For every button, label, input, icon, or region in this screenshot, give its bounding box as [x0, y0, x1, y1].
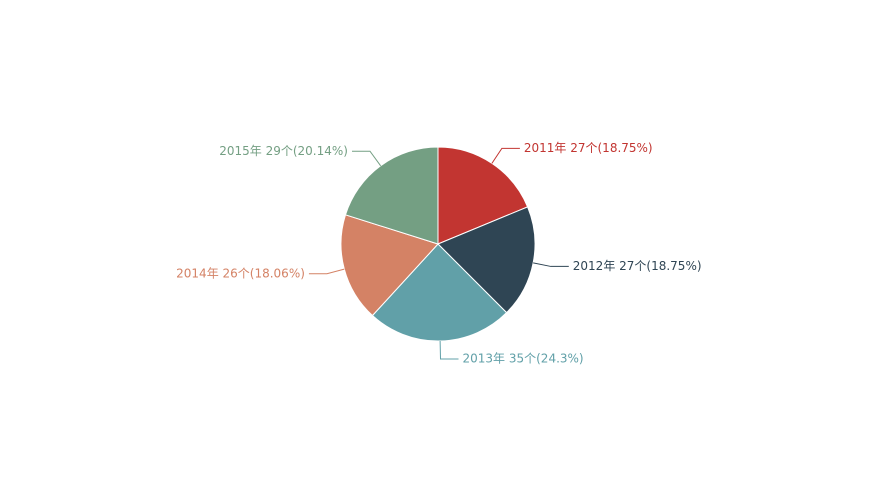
- label-line: [308, 268, 345, 275]
- label-line: [491, 147, 520, 164]
- label-line: [439, 340, 459, 360]
- label-line: [351, 150, 382, 167]
- pie-slice: [437, 146, 529, 245]
- label-line: [533, 262, 569, 267]
- data-label: 2012年 27个(18.75%): [573, 259, 702, 273]
- pie-slice: [344, 146, 439, 245]
- pie-slice: [371, 243, 508, 342]
- data-label: 2014年 26个(18.06%): [176, 266, 305, 280]
- data-label: 2013年 35个(24.3%): [463, 351, 584, 365]
- data-label: 2011年 27个(18.75%): [524, 141, 653, 155]
- data-label: 2015年 29个(20.14%): [219, 144, 348, 158]
- pie-slice: [437, 206, 536, 314]
